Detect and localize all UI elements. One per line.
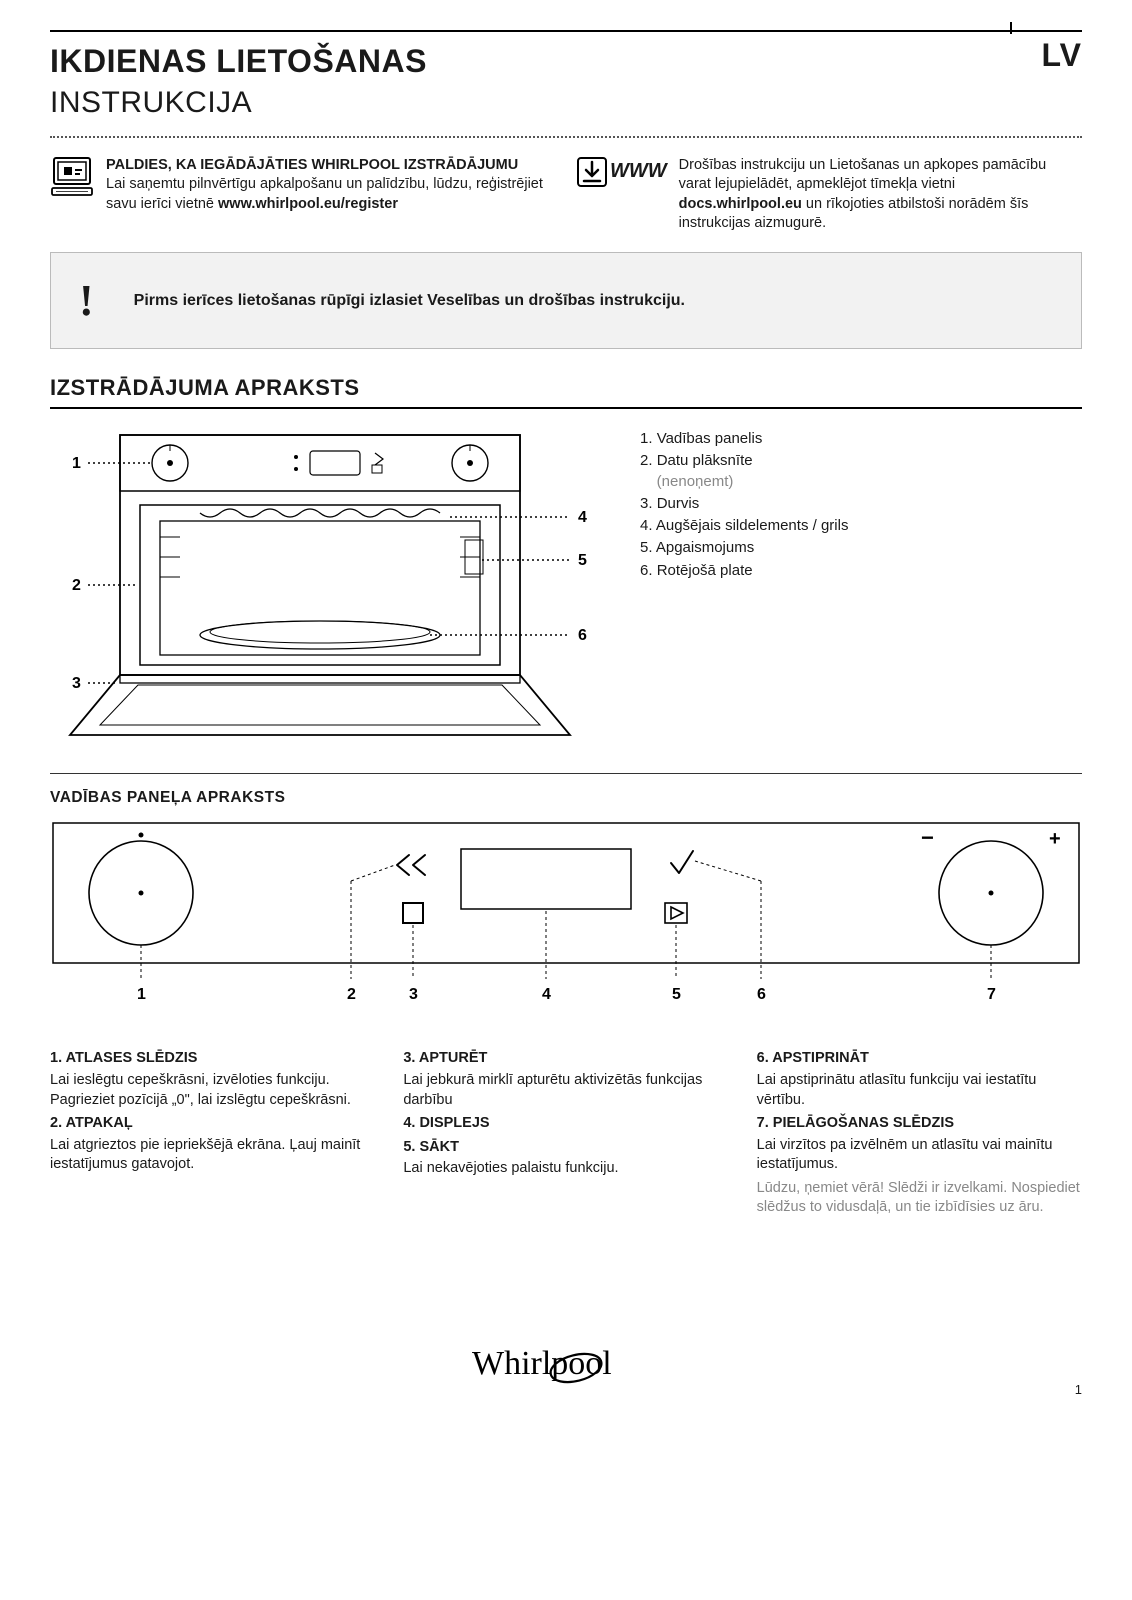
minus-label: − (921, 825, 934, 850)
legend-5: 5. Apgaismojums (640, 538, 1082, 558)
c7-heading: 7. PIELĀGOŠANAS SLĒDZIS (757, 1114, 1082, 1134)
c5-heading: 5. SĀKT (403, 1138, 728, 1158)
brand-logo: Whirlpool (466, 1338, 666, 1392)
callout-2: 2 (72, 577, 81, 594)
intro-left-link: www.whirlpool.eu/register (218, 196, 398, 212)
title-underline (50, 136, 1082, 138)
callout-4: 4 (578, 509, 587, 526)
exclamation-icon: ! (79, 271, 94, 330)
section-rule (50, 407, 1082, 409)
c3-text: Lai jebkurā mirklī apturētu aktivizētās … (403, 1071, 728, 1110)
top-rule: LV (50, 30, 1082, 32)
warning-box: ! Pirms ierīces lietošanas rūpīgi izlasi… (50, 252, 1082, 349)
page-title-line1: IKDIENAS LIETOŠANAS (50, 40, 1082, 83)
svg-text:1: 1 (137, 986, 146, 1003)
control-panel-diagram: − + 1 2 3 4 5 6 7 (50, 821, 1082, 1027)
svg-text:3: 3 (409, 986, 418, 1003)
controls-columns: 1. ATLASES SLĒDZIS Lai ieslēgtu cepeškrā… (50, 1045, 1082, 1218)
oven-legend: 1. Vadības panelis 2. Datu plāksnīte (ne… (640, 425, 1082, 761)
section-product-title: IZSTRĀDĀJUMA APRAKSTS (50, 373, 1082, 403)
controls-col-2: 3. APTURĒT Lai jebkurā mirklī apturētu a… (403, 1045, 728, 1218)
c2-text: Lai atgrieztos pie iepriekšējā ekrāna. Ļ… (50, 1136, 375, 1175)
callout-5: 5 (578, 552, 587, 569)
page-number: 1 (1075, 1381, 1082, 1399)
callout-3: 3 (72, 675, 81, 692)
svg-text:4: 4 (542, 986, 551, 1003)
language-code: LV (1041, 34, 1082, 77)
control-panel-title: VADĪBAS PANEĻA APRAKSTS (50, 788, 1082, 809)
controls-col-3: 6. APSTIPRINĀT Lai apstiprinātu atlasītu… (757, 1045, 1082, 1218)
c5-text: Lai nekavējoties palaistu funkciju. (403, 1159, 728, 1179)
intro-right-text: Drošības instrukciju un Lietošanas un ap… (679, 156, 1082, 234)
download-icon: WWW (576, 156, 667, 188)
c1-heading: 1. ATLASES SLĒDZIS (50, 1049, 375, 1069)
c6-heading: 6. APSTIPRINĀT (757, 1049, 1082, 1069)
c1-text: Lai ieslēgtu cepeškrāsni, izvēloties fun… (50, 1071, 375, 1110)
intro-right-pre: Drošības instrukciju un Lietošanas un ap… (679, 157, 1047, 193)
intro-left: PALDIES, KA IEGĀDĀJĀTIES WHIRLPOOL IZSTR… (50, 156, 556, 234)
warning-text: Pirms ierīces lietošanas rūpīgi izlasiet… (134, 290, 685, 312)
page-title-line2: INSTRUKCIJA (50, 83, 1082, 124)
lang-tick (1010, 22, 1012, 34)
thin-rule-1 (50, 773, 1082, 774)
c7-text: Lai virzītos pa izvēlnēm un atlasītu vai… (757, 1136, 1082, 1175)
intro-row: PALDIES, KA IEGĀDĀJĀTIES WHIRLPOOL IZSTR… (50, 156, 1082, 234)
callout-6: 6 (578, 627, 587, 644)
legend-6: 6. Rotējošā plate (640, 561, 1082, 581)
c6-text: Lai apstiprinātu atlasītu funkciju vai i… (757, 1071, 1082, 1110)
footer: Whirlpool 1 (50, 1338, 1082, 1398)
callout-1: 1 (72, 455, 81, 472)
intro-right-link: docs.whirlpool.eu (679, 196, 802, 212)
legend-1: 1. Vadības panelis (640, 429, 1082, 449)
c4-heading: 4. DISPLEJS (403, 1114, 728, 1134)
oven-diagram: 1 2 3 4 5 6 (50, 425, 610, 761)
legend-3: 3. Durvis (640, 494, 1082, 514)
intro-left-text: PALDIES, KA IEGĀDĀJĀTIES WHIRLPOOL IZSTR… (106, 156, 556, 215)
svg-text:2: 2 (347, 986, 356, 1003)
controls-col-1: 1. ATLASES SLĒDZIS Lai ieslēgtu cepeškrā… (50, 1045, 375, 1218)
intro-right: WWW Drošības instrukciju un Lietošanas u… (576, 156, 1082, 234)
www-label: WWW (610, 158, 667, 185)
computer-icon (50, 156, 94, 204)
svg-text:5: 5 (672, 986, 681, 1003)
plus-label: + (1049, 828, 1061, 850)
svg-text:6: 6 (757, 986, 766, 1003)
c7-note: Lūdzu, ņemiet vērā! Slēdži ir izvelkami.… (757, 1179, 1082, 1218)
c2-heading: 2. ATPAKAĻ (50, 1114, 375, 1134)
legend-4: 4. Augšējais sildelements / grils (640, 516, 1082, 536)
c3-heading: 3. APTURĒT (403, 1049, 728, 1069)
svg-text:7: 7 (987, 986, 996, 1003)
product-row: 1 2 3 4 5 6 1. Vadības panelis 2. Datu p… (50, 425, 1082, 761)
intro-left-heading: PALDIES, KA IEGĀDĀJĀTIES WHIRLPOOL IZSTR… (106, 156, 556, 176)
legend-2: 2. Datu plāksnīte (nenoņemt) (640, 451, 1082, 492)
